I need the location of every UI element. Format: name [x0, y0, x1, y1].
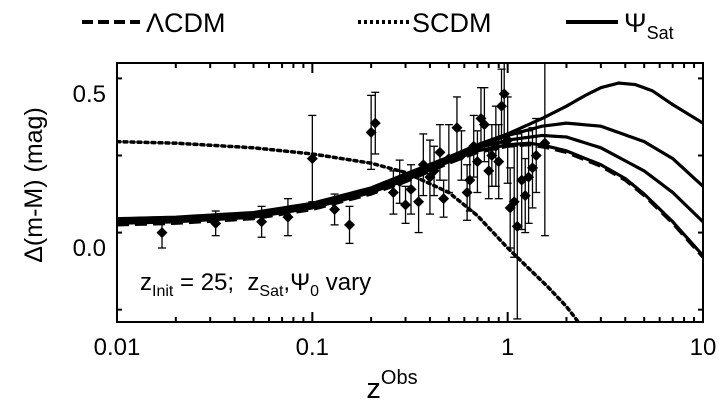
data-point [502, 96, 514, 184]
x-tick-label-0.1: 0.1 [296, 334, 329, 361]
data-point [413, 170, 425, 234]
legend-item-scdm: SCDM [358, 8, 492, 38]
data-point [428, 145, 440, 197]
data-point [365, 94, 377, 171]
diamond-marker [394, 176, 406, 188]
data-point [394, 159, 406, 204]
x-tick-label-1: 1 [501, 334, 514, 361]
x-tick-labels: 0.01 0.1 1 10 [94, 334, 717, 361]
x-tick-label-10: 10 [690, 334, 717, 361]
data-point [400, 185, 412, 224]
y-axis-label: Δ(m-M) (mag) [20, 107, 48, 263]
diamond-marker [438, 193, 450, 205]
data-point [344, 205, 356, 245]
data-point [405, 164, 417, 215]
diamond-marker [493, 156, 505, 168]
data-point [438, 179, 450, 218]
legend-label-psi-sat: ΨSat [624, 8, 674, 43]
data-point [210, 210, 222, 237]
diamond-marker [461, 187, 473, 198]
diamond-marker [405, 183, 417, 195]
axis-ticks [116, 63, 704, 322]
diamond-marker [210, 217, 222, 229]
diamond-marker [526, 162, 538, 174]
legend: ΛCDM SCDM ΨSat [82, 8, 674, 43]
diamond-marker [256, 216, 268, 228]
data-point [455, 130, 467, 181]
data-point [468, 114, 480, 178]
data-point [451, 96, 463, 160]
data-point [478, 87, 490, 163]
data-point [156, 216, 168, 249]
y-tick-label-0.0: 0.0 [73, 235, 106, 262]
diamond-marker [486, 150, 498, 161]
data-point [526, 127, 538, 209]
data-points [156, 63, 551, 320]
diamond-marker [282, 211, 294, 223]
data-point [493, 124, 505, 200]
curve-solid-2 [117, 141, 703, 257]
diamond-marker [530, 150, 542, 161]
legend-item-psi-sat: ΨSat [566, 8, 674, 43]
diamond-marker [523, 171, 535, 183]
diamond-marker [329, 203, 341, 215]
diamond-marker [306, 153, 318, 165]
diamond-marker [413, 196, 425, 208]
curve-solid-5 [117, 81, 703, 221]
diamond-marker [387, 187, 399, 198]
curve-dashed-0 [117, 143, 703, 259]
data-point [329, 193, 341, 226]
legend-item-lcdm: ΛCDM [82, 8, 226, 38]
annotation: zInit = 25; zSat,Ψ0 vary [140, 269, 371, 300]
diamond-marker [502, 134, 514, 146]
diamond-marker [344, 219, 356, 231]
data-point [539, 63, 551, 237]
data-point [496, 68, 508, 144]
diamond-marker [417, 159, 429, 171]
diamond-marker [400, 199, 412, 211]
data-point [417, 133, 429, 197]
data-point [369, 91, 381, 155]
data-point [306, 114, 318, 203]
data-point [387, 170, 399, 215]
diamond-marker [483, 165, 495, 177]
y-tick-labels: 0.0 0.5 [73, 81, 106, 262]
x-tick-label-0.01: 0.01 [94, 334, 141, 361]
diamond-marker [468, 140, 480, 152]
plot-frame [116, 62, 704, 323]
diamond-marker [434, 146, 446, 158]
data-point [282, 198, 294, 237]
legend-label-scdm: SCDM [412, 8, 492, 38]
data-point [471, 130, 483, 194]
diamond-marker [156, 227, 168, 239]
diamond-marker [471, 156, 483, 168]
x-axis-label: zObs [366, 367, 417, 405]
diamond-marker [539, 137, 551, 149]
diamond-marker [478, 119, 490, 131]
data-point [443, 124, 455, 194]
data-point [530, 117, 542, 194]
diamond-marker [365, 126, 377, 138]
legend-label-lcdm: ΛCDM [146, 8, 226, 38]
diamond-marker [443, 153, 455, 165]
diamond-marker [496, 100, 508, 112]
diamond-marker [369, 117, 381, 129]
data-point [256, 205, 268, 238]
diamond-marker [451, 122, 463, 134]
diamond-marker [455, 150, 467, 161]
diamond-marker [428, 165, 440, 177]
y-tick-label-0.5: 0.5 [73, 81, 106, 108]
